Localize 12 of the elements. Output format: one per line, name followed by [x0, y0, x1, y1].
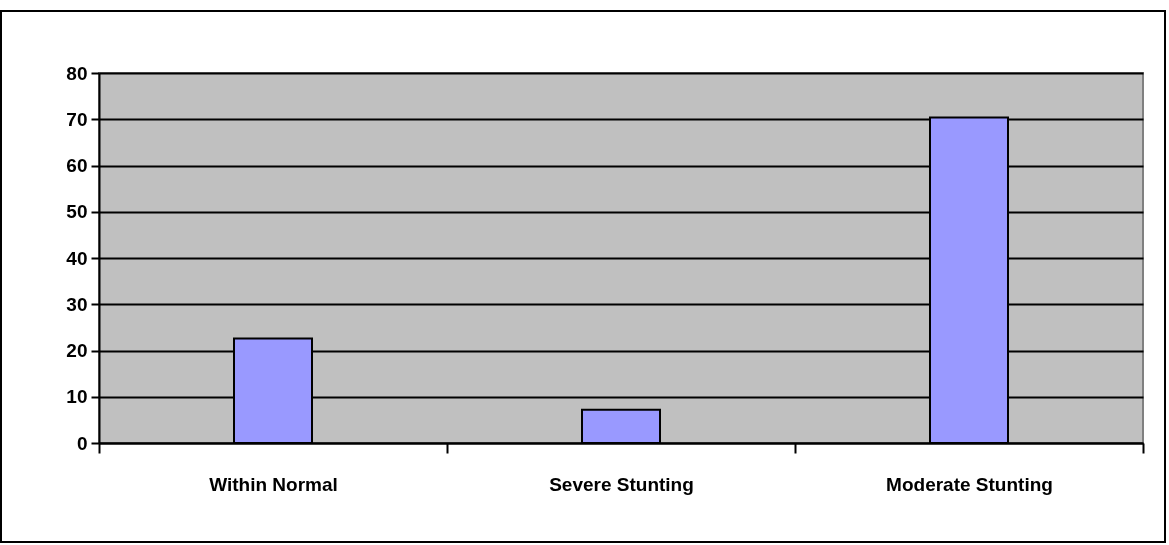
x-tick-label: Within Normal [209, 473, 338, 495]
y-tick-label: 50 [66, 201, 88, 223]
x-tick-label: Severe Stunting [549, 473, 694, 495]
y-tick-label: 70 [66, 108, 88, 130]
y-tick-label: 30 [66, 293, 88, 315]
y-tick-label: 10 [66, 386, 88, 408]
y-tick-label: 40 [66, 247, 88, 269]
y-tick-label: 20 [66, 340, 88, 361]
y-tick-label: 0 [76, 432, 88, 454]
y-tick-label: 80 [66, 62, 88, 84]
x-tick-label: Moderate Stunting [886, 473, 1053, 495]
y-tick-label: 60 [66, 155, 88, 176]
